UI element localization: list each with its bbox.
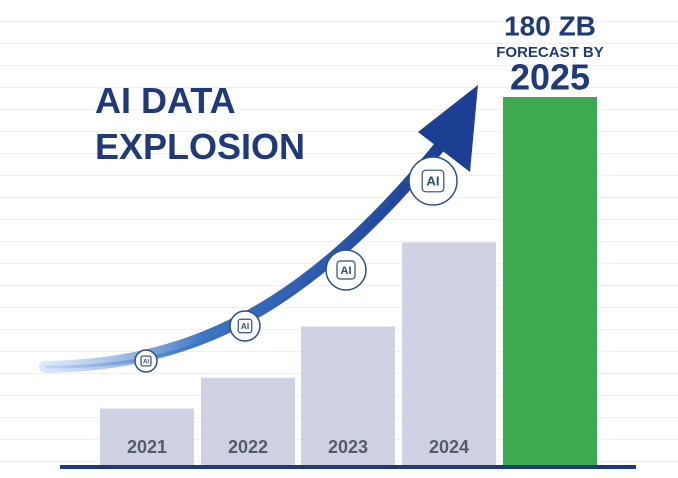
ai-icon [408, 156, 458, 206]
ai-icon-label: AI [143, 360, 149, 366]
ai-icon [229, 310, 261, 342]
ai-icon [325, 249, 367, 291]
ai-icon-label: AI [341, 265, 352, 277]
chart-title: AI DATA EXPLOSION [95, 80, 306, 167]
ai-chip [237, 318, 253, 334]
bar [201, 377, 295, 466]
ai-chip [336, 260, 356, 280]
x-tick-label: 2025 [510, 57, 590, 98]
bar [402, 242, 496, 466]
x-tick-label: 2024 [429, 437, 469, 457]
x-tick-label: 2023 [328, 437, 368, 457]
ai-icon-label: AI [241, 322, 249, 331]
ai-chip [421, 169, 445, 193]
ai-icon-label: AI [426, 173, 439, 188]
bar [301, 326, 395, 466]
value-label: 180 ZB [504, 10, 596, 41]
ai-icon [134, 349, 158, 373]
x-tick-label: 2022 [228, 437, 268, 457]
bar [503, 97, 597, 466]
annotation: FORECAST BY [496, 44, 604, 61]
x-tick-label: 2021 [127, 437, 167, 457]
bar [100, 408, 194, 466]
ai-chip [140, 355, 152, 367]
